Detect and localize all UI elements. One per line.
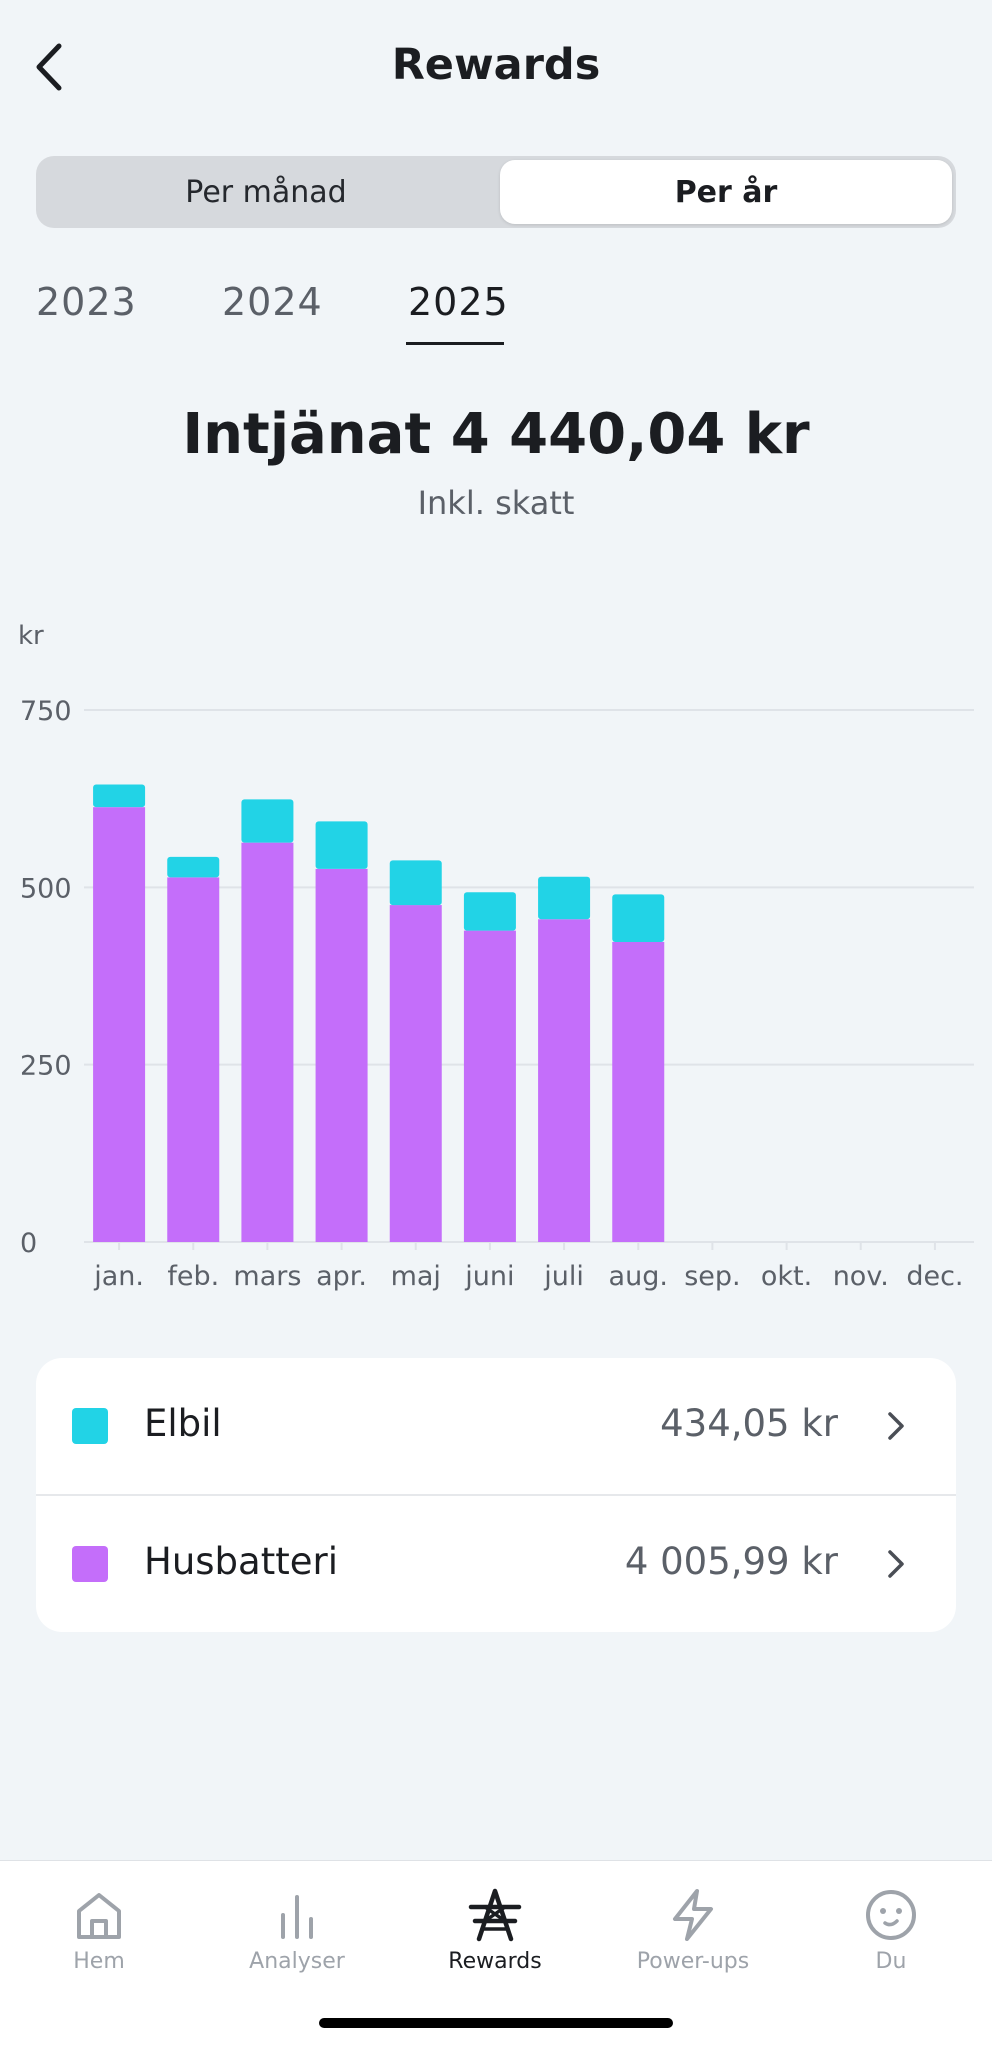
- bar-elbil: [167, 856, 220, 878]
- x-tick-label: okt.: [761, 1261, 812, 1292]
- period-option-month[interactable]: Per månad: [185, 174, 347, 210]
- tab-rewards[interactable]: Rewards: [396, 1875, 594, 1995]
- home-indicator: [319, 2018, 673, 2028]
- x-tick-label: apr.: [316, 1261, 367, 1292]
- face-icon: [866, 1890, 916, 1940]
- tab-label: Du: [875, 1949, 907, 1974]
- chevron-right-icon: [888, 1550, 904, 1578]
- x-tick-label: feb.: [167, 1261, 219, 1292]
- rewards-bar-chart: kr 0 250 500 750 jan. feb. mars apr. maj juni juli a…: [18, 621, 974, 1292]
- y-axis-unit-label: kr: [18, 621, 44, 651]
- legend-label: Husbatteri: [144, 1540, 338, 1583]
- bar-husbatteri: [315, 868, 368, 1242]
- period-option-year[interactable]: Per år: [500, 160, 952, 224]
- legend-card: Elbil 434,05 kr Husbatteri 4 005,99 kr: [36, 1358, 956, 1632]
- y-tick-label: 0: [20, 1228, 37, 1259]
- x-tick-label: jan.: [93, 1261, 144, 1292]
- bar-elbil: [389, 860, 442, 906]
- tab-label: Rewards: [448, 1949, 542, 1974]
- header: Rewards: [0, 0, 992, 140]
- year-tab-2024[interactable]: 2024: [222, 280, 323, 324]
- lightning-icon: [673, 1889, 713, 1941]
- husbatteri-swatch: [72, 1546, 108, 1582]
- bottom-tab-bar: Hem Analyser Rewards Power-ups Du: [0, 1860, 992, 2048]
- legend-value: 434,05 kr: [660, 1402, 838, 1445]
- x-tick-label: dec.: [906, 1261, 963, 1292]
- bar-elbil: [463, 892, 516, 931]
- bar-chart-icon: [281, 1895, 313, 1939]
- year-tab-2023[interactable]: 2023: [36, 280, 137, 324]
- tab-hem[interactable]: Hem: [0, 1875, 198, 1995]
- x-tick-label: aug.: [609, 1261, 668, 1292]
- bar-elbil: [93, 784, 146, 808]
- earned-total: Intjänat 4 440,04 kr: [182, 402, 810, 467]
- period-toggle: Per månad Per år: [36, 156, 956, 228]
- y-tick-label: 250: [20, 1051, 72, 1082]
- bar-elbil: [315, 821, 368, 869]
- bar-husbatteri: [612, 941, 665, 1242]
- bar-elbil: [612, 894, 665, 942]
- x-tick-label: sep.: [684, 1261, 740, 1292]
- bar-elbil: [241, 799, 294, 843]
- bar-elbil: [538, 876, 591, 920]
- bar-husbatteri: [389, 905, 442, 1242]
- bar-husbatteri: [538, 919, 591, 1242]
- bar-husbatteri: [241, 842, 294, 1242]
- y-tick-label: 500: [20, 873, 72, 904]
- year-tab-2025[interactable]: 2025: [408, 280, 509, 324]
- chevron-left-icon: [36, 43, 62, 91]
- chevron-right-icon: [888, 1412, 904, 1440]
- tab-label: Power-ups: [636, 1949, 750, 1974]
- home-icon: [77, 1893, 121, 1939]
- earned-subtitle: Inkl. skatt: [417, 484, 575, 522]
- x-tick-label: juli: [543, 1261, 584, 1292]
- legend-item-husbatteri[interactable]: Husbatteri 4 005,99 kr: [36, 1496, 956, 1632]
- bar-husbatteri: [93, 807, 146, 1242]
- x-tick-label: juni: [464, 1261, 514, 1292]
- page-title: Rewards: [391, 40, 601, 90]
- back-button[interactable]: [22, 38, 74, 96]
- y-tick-label: 750: [20, 696, 72, 727]
- tab-du[interactable]: Du: [792, 1875, 990, 1995]
- x-tick-label: mars: [233, 1261, 301, 1292]
- elbil-swatch: [72, 1408, 108, 1444]
- x-tick-label: maj: [391, 1261, 441, 1292]
- legend-value: 4 005,99 kr: [624, 1540, 838, 1583]
- year-tabs: 2023 2024 2025: [0, 270, 992, 350]
- legend-divider: [36, 1494, 956, 1496]
- tab-analyser[interactable]: Analyser: [198, 1875, 396, 1995]
- x-tick-label: nov.: [833, 1261, 889, 1292]
- tab-label: Analyser: [249, 1949, 345, 1974]
- year-tab-underline: [406, 342, 504, 345]
- rewards-tower-icon: [468, 1888, 522, 1942]
- legend-item-elbil[interactable]: Elbil 434,05 kr: [36, 1358, 956, 1494]
- bar-husbatteri: [167, 877, 220, 1242]
- tab-label: Hem: [73, 1949, 125, 1974]
- legend-label: Elbil: [144, 1402, 222, 1445]
- bar-husbatteri: [463, 930, 516, 1242]
- tab-power-ups[interactable]: Power-ups: [594, 1875, 792, 1995]
